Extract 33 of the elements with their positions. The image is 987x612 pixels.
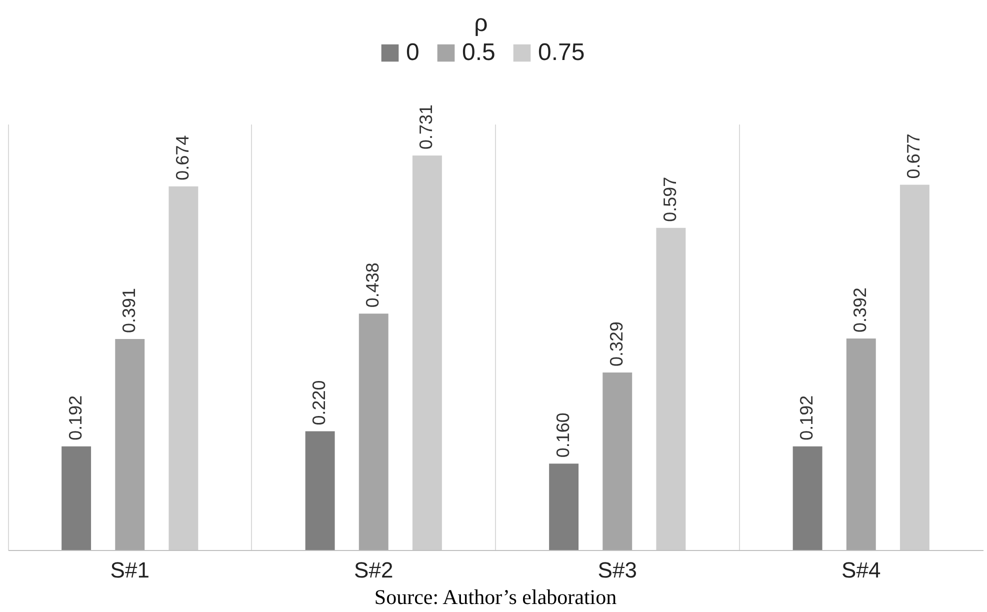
data-label: 0.392: [850, 287, 870, 332]
x-tick-label: S#2: [354, 558, 394, 582]
x-tick-label: S#1: [110, 558, 150, 582]
legend-label: 0.75: [538, 39, 585, 66]
bar: [305, 431, 335, 550]
bar: [412, 156, 442, 550]
bar: [358, 314, 388, 550]
bar: [62, 446, 92, 550]
data-label: 0.329: [606, 321, 626, 366]
bar: [602, 372, 632, 550]
data-label: 0.192: [796, 395, 817, 440]
data-label: 0.674: [172, 135, 192, 180]
data-label: 0.192: [65, 395, 86, 440]
legend-title: ρ: [474, 10, 488, 37]
data-label: 0.438: [362, 262, 383, 308]
legend-label: 0: [406, 39, 420, 66]
legend-label: 0.5: [462, 39, 496, 66]
x-tick-label: S#3: [598, 558, 637, 582]
bar: [549, 464, 579, 550]
bar: [846, 338, 876, 550]
bar: [656, 228, 686, 550]
data-label: 0.731: [416, 104, 436, 150]
source-note: Source: Author’s elaboration: [374, 585, 618, 609]
bar: [792, 446, 822, 550]
data-label: 0.677: [904, 134, 924, 179]
bar: [168, 186, 198, 550]
x-tick-label: S#4: [842, 558, 881, 582]
data-label: 0.160: [552, 412, 573, 458]
data-label: 0.391: [118, 288, 139, 334]
bar: [115, 339, 145, 550]
data-label: 0.220: [309, 380, 330, 426]
bar: [900, 184, 930, 550]
data-label: 0.597: [660, 176, 680, 222]
